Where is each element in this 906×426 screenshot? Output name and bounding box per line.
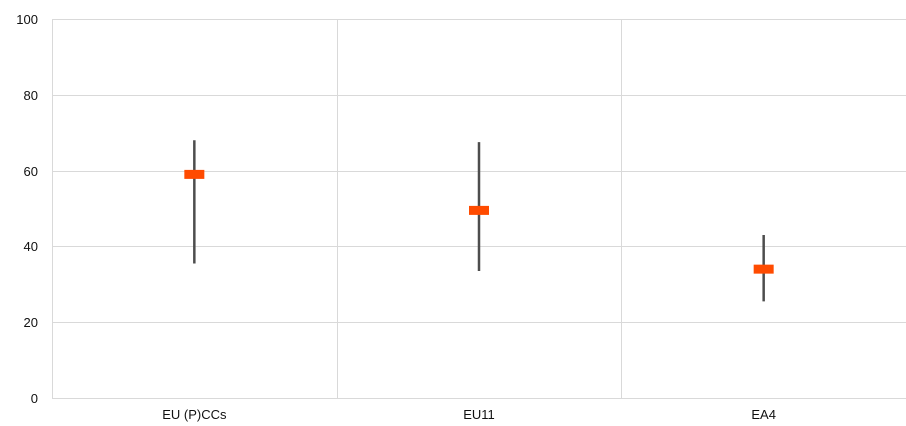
y-tick-label: 0: [31, 391, 38, 406]
y-tick-label: 60: [24, 164, 38, 179]
y-tick-label: 80: [24, 88, 38, 103]
y-tick-label: 20: [24, 315, 38, 330]
point-marker: [753, 264, 774, 274]
y-tick-label: 40: [24, 239, 38, 254]
y-tick-label: 100: [16, 12, 38, 27]
x-tick-label: EU (P)CCs: [162, 407, 227, 422]
x-tick-label: EA4: [751, 407, 776, 422]
point-marker: [469, 205, 489, 215]
point-marker: [184, 169, 205, 179]
x-tick-label: EU11: [463, 407, 495, 422]
